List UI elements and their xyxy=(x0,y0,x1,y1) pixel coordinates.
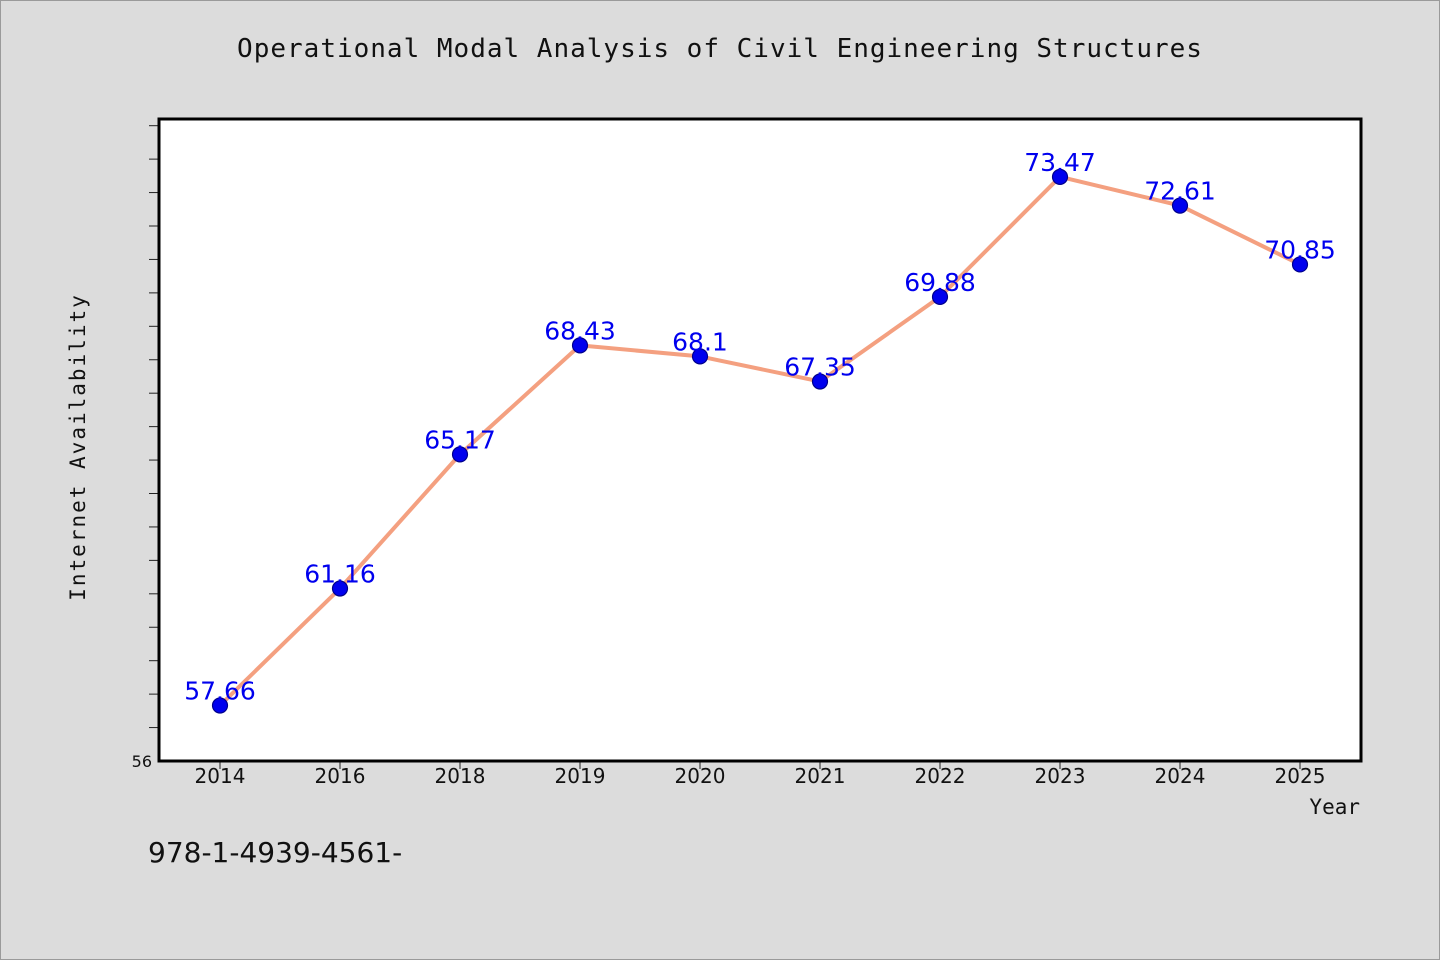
plot-area xyxy=(159,119,1361,761)
series-line xyxy=(218,174,1302,708)
data-label: 69.88 xyxy=(904,268,976,297)
data-label: 61.16 xyxy=(304,559,376,588)
x-tick-label: 2018 xyxy=(435,764,486,788)
y-tick-label: 56 xyxy=(132,752,152,771)
data-label: 57.66 xyxy=(184,676,256,705)
data-label: 70.85 xyxy=(1264,235,1336,264)
x-tick-label: 2023 xyxy=(1035,764,1086,788)
x-tick-label: 2022 xyxy=(915,764,966,788)
x-tick-label: 2019 xyxy=(555,764,606,788)
data-label: 72.61 xyxy=(1144,177,1216,206)
x-tick-label: 2020 xyxy=(675,764,726,788)
data-point-marker xyxy=(811,373,829,390)
data-point-marker xyxy=(931,288,949,305)
data-point-marker xyxy=(691,348,709,365)
x-tick-label: 2024 xyxy=(1155,764,1206,788)
data-label: 65.17 xyxy=(424,425,496,454)
x-tick-label: 2014 xyxy=(195,764,246,788)
data-point-marker xyxy=(451,446,469,463)
x-tick-label: 2016 xyxy=(315,764,366,788)
data-label: 73.47 xyxy=(1024,148,1096,177)
data-point-marker xyxy=(571,337,589,354)
x-tick-label: 2021 xyxy=(795,764,846,788)
data-label: 68.43 xyxy=(544,316,616,345)
data-point-marker xyxy=(1291,256,1309,273)
chart-title: Operational Modal Analysis of Civil Engi… xyxy=(237,34,1203,64)
data-label: 68.1 xyxy=(672,327,728,356)
isbn-text: 978-1-4939-4561- xyxy=(148,836,403,869)
plot-border xyxy=(157,117,1363,763)
data-point-marker xyxy=(1171,197,1189,214)
x-axis-label: Year xyxy=(1309,795,1360,819)
data-point-marker xyxy=(1051,168,1069,185)
data-point-marker xyxy=(331,580,349,597)
data-label: 67.35 xyxy=(784,352,856,381)
x-tick-label: 2025 xyxy=(1275,764,1326,788)
data-point-marker xyxy=(211,697,229,714)
